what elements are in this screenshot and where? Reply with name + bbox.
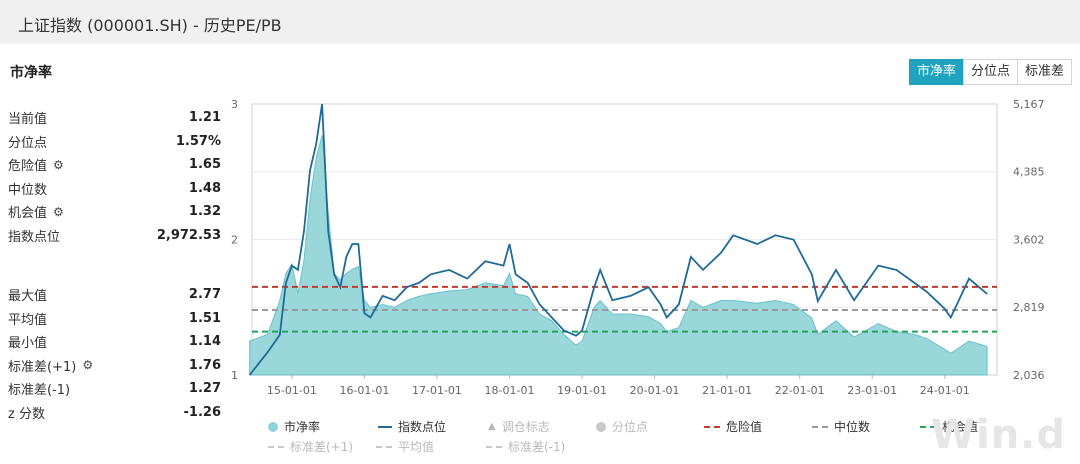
legend-label: 分位点 [612,420,649,434]
section-title: 市净率 [10,65,52,81]
stat-row-opportunity: 机会值 ⚙ 1.32 [8,200,221,224]
stat-value: 1.14 [188,334,221,350]
triangle-icon: ▲ [488,421,496,432]
stat-value: 1.32 [188,204,221,220]
x-axis-tick-label: 19-01-01 [557,384,607,397]
stat-value: 2.77 [188,287,221,303]
stat-value: 1.27 [188,381,221,397]
stats-current: 当前值 1.21 分位点 1.57% 危险值 ⚙ 1.65 中位数 1.48 机会… [8,106,221,247]
legend-item-danger[interactable]: 危险值 [704,418,762,435]
x-axis-tick-label: 15-01-01 [267,384,317,397]
x-axis-tick-label: 23-01-01 [847,384,897,397]
left-axis-tick-label: 1 [231,369,238,382]
circle-icon [268,421,278,432]
stat-label: 平均值 [8,312,48,328]
legend-label: 调仓标志 [501,420,550,434]
x-axis-tick-label: 21-01-01 [702,384,752,397]
stat-label: 最大值 [8,289,48,305]
left-axis-tick-label: 2 [231,234,238,247]
x-axis-tick-label: 18-01-01 [485,384,535,397]
stat-row-mean: 平均值 1.51 [8,307,221,331]
stat-row-index-level: 指数点位 2,972.53 [8,224,221,248]
legend-label: 标准差(-1) [508,440,566,454]
tab-stddev[interactable]: 标准差 [1016,59,1072,85]
stat-row-median: 中位数 1.48 [8,177,221,201]
legend-item-opportunity[interactable]: 机会值 [920,418,978,435]
stat-value: 1.76 [188,357,221,373]
right-axis-tick-label: 4,385 [1013,166,1045,179]
gear-icon[interactable]: ⚙ [82,358,94,373]
dash-line-icon [486,445,502,448]
stat-label: 指数点位 [8,229,61,245]
stat-row-std-minus: 标准差(-1) 1.27 [8,377,221,401]
left-axis-tick-label: 3 [231,98,238,111]
gear-icon[interactable]: ⚙ [53,204,64,219]
title-bar: 上证指数 (000001.SH) - 历史PE/PB [0,0,1080,44]
dash-line-icon [920,425,936,428]
x-axis-tick-label: 22-01-01 [775,384,825,397]
right-axis-tick-label: 2,819 [1013,301,1045,314]
legend-item-median[interactable]: 中位数 [812,418,870,435]
legend-label: 危险值 [726,420,763,434]
legend-item-percentile[interactable]: 分位点 [596,418,648,435]
x-axis-tick-label: 24-01-01 [920,384,970,397]
right-axis-tick-label: 3,602 [1013,233,1045,246]
tab-percentile[interactable]: 分位点 [962,59,1018,85]
x-axis-tick-label: 20-01-01 [630,384,680,397]
stat-value: -1.26 [183,404,221,420]
legend-label: 市净率 [284,420,321,434]
stat-label: 分位点 [8,135,48,151]
legend-item-pb[interactable]: 市净率 [268,418,320,435]
stat-row-danger: 危险值 ⚙ 1.65 [8,153,221,177]
stat-value: 1.21 [188,110,221,126]
stat-label: 危险值 [8,159,48,175]
stat-label: 标准差(-1) [8,383,71,399]
tab-pb[interactable]: 市净率 [908,59,964,85]
stat-row-current: 当前值 1.21 [8,106,221,130]
right-axis-tick-label: 2,036 [1013,369,1045,382]
stat-value: 1.48 [188,180,221,196]
dash-line-icon [268,445,284,448]
stat-row-percentile: 分位点 1.57% [8,130,221,154]
index-line-series [248,103,988,376]
line-icon [378,425,392,428]
stat-value: 2,972.53 [156,227,221,243]
window-title: 上证指数 (000001.SH) - 历史PE/PB [18,16,282,35]
legend-label: 平均值 [398,440,435,454]
dash-line-icon [376,445,392,448]
stat-label: 标准差(+1) [8,359,77,375]
x-axis-tick-label: 17-01-01 [412,384,462,397]
stat-value: 1.65 [188,157,221,173]
stat-label: 中位数 [8,182,48,198]
stat-label: z 分数 [8,406,45,422]
stat-value: 1.51 [188,310,221,326]
legend-label: 指数点位 [398,420,447,434]
stat-row-max: 最大值 2.77 [8,283,221,307]
stat-row-zscore: z 分数 -1.26 [8,401,221,425]
legend-label: 标准差(+1) [290,440,354,454]
stat-label: 当前值 [8,112,48,128]
stat-label: 机会值 [8,206,48,222]
stat-row-std-plus: 标准差(+1) ⚙ 1.76 [8,354,221,378]
legend-label: 机会值 [942,420,979,434]
legend-label: 中位数 [834,420,871,434]
dash-line-icon [704,425,720,428]
tab-bar: 市净率 分位点 标准差 [908,59,1072,85]
x-axis-tick-label: 16-01-01 [339,384,389,397]
legend-item-std-minus[interactable]: 标准差(-1) [486,438,565,455]
stat-row-min: 最小值 1.14 [8,330,221,354]
legend-item-rebalance[interactable]: ▲ 调仓标志 [488,418,550,435]
stats-distribution: 最大值 2.77 平均值 1.51 最小值 1.14 标准差(+1) ⚙ 1.76… [8,283,221,424]
legend-item-mean[interactable]: 平均值 [376,438,434,455]
circle-icon [596,421,606,432]
dash-line-icon [812,425,828,428]
stat-value: 1.57% [175,133,221,149]
right-axis-tick-label: 5,167 [1013,98,1045,111]
legend-item-index[interactable]: 指数点位 [378,418,446,435]
legend-item-std-plus[interactable]: 标准差(+1) [268,438,353,455]
stat-label: 最小值 [8,336,48,352]
watermark-logo: Win.d [930,412,1066,458]
gear-icon[interactable]: ⚙ [53,157,64,172]
